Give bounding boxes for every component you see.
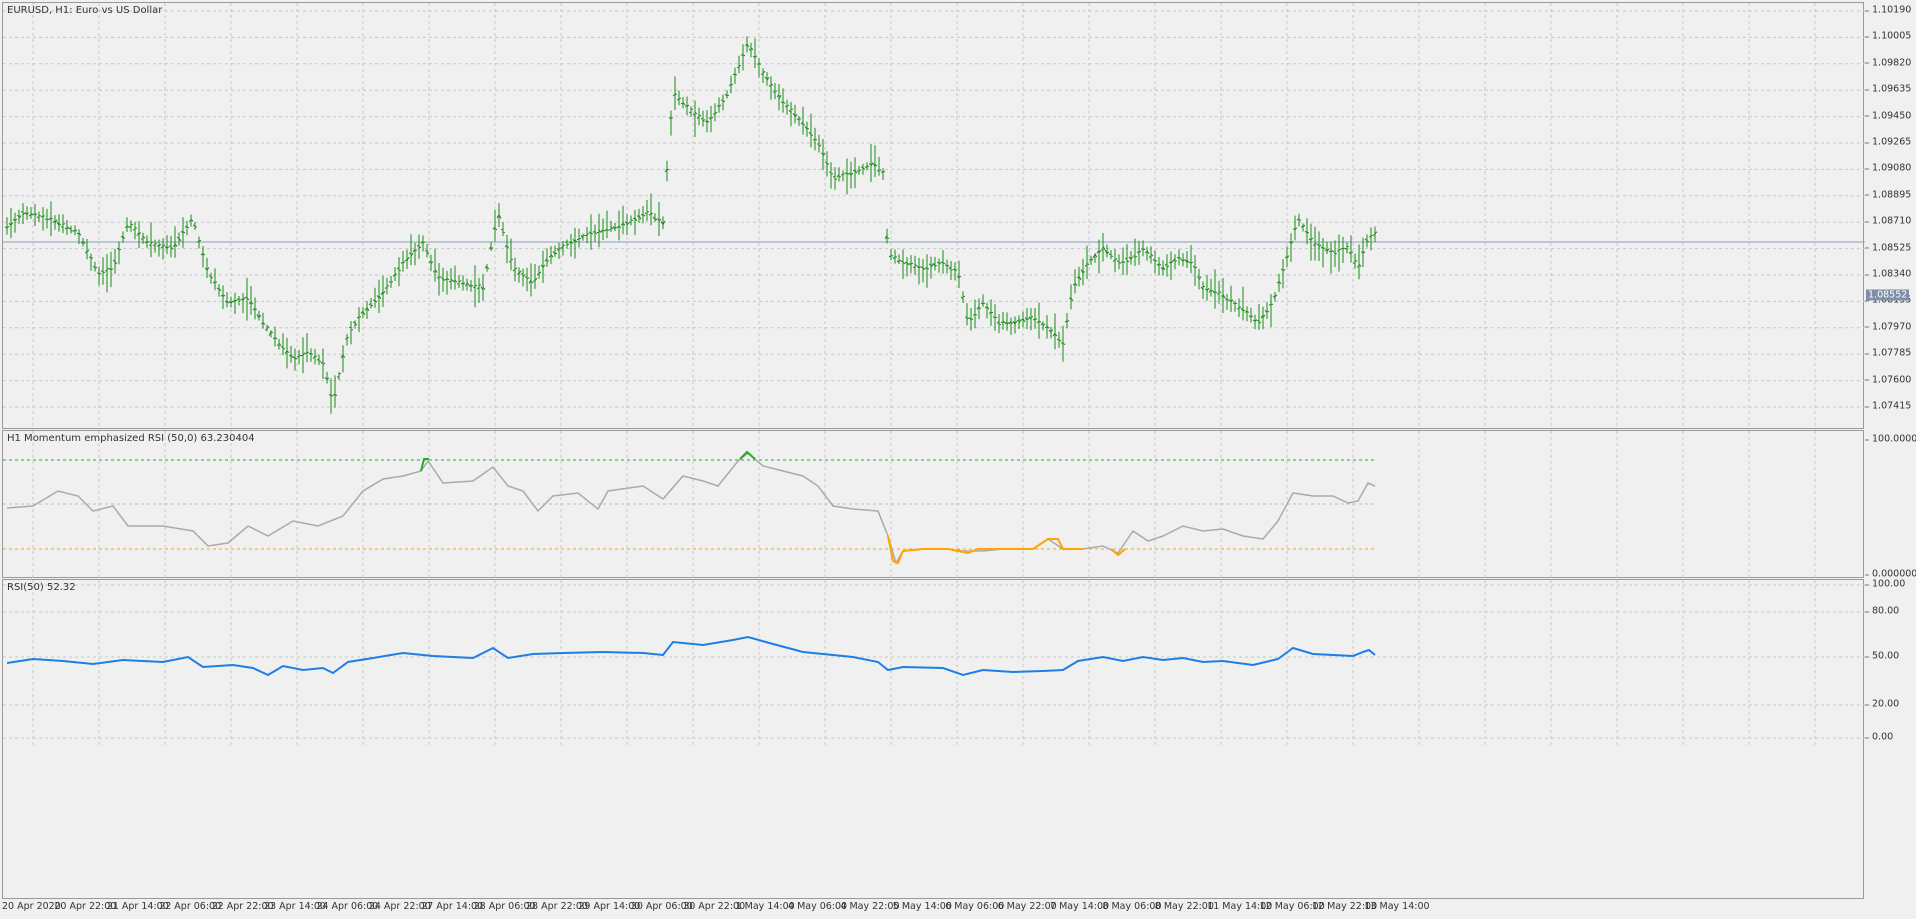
rsi-tick: 50.00 [1864, 650, 1900, 662]
time-tick: 30 Apr 22:00 [683, 901, 746, 912]
price-tick: 1.08710 [1864, 215, 1912, 227]
price-tick: 1.09450 [1864, 110, 1912, 122]
momentum-rsi-svg [3, 431, 1816, 579]
price-tick: 1.09265 [1864, 136, 1912, 148]
momentum-rsi-line [6, 452, 1376, 565]
price-chart-svg [3, 3, 1865, 430]
time-tick: 11 May 14:00 [1207, 901, 1273, 912]
time-tick: 6 May 22:00 [997, 901, 1057, 912]
time-tick: 22 Apr 22:00 [211, 901, 274, 912]
rsi-tick: 20.00 [1864, 698, 1900, 710]
ohlc-bars [4, 36, 1378, 414]
rsi-pane[interactable]: RSI(50) 52.32 [2, 579, 1865, 899]
rsi-title: RSI(50) 52.32 [7, 582, 76, 593]
time-tick: 5 May 14:00 [892, 901, 952, 912]
time-tick: 21 Apr 14:00 [106, 901, 169, 912]
time-tick: 22 Apr 06:00 [159, 901, 222, 912]
time-tick: 23 Apr 14:00 [264, 901, 326, 912]
rsi-axis: 100.00 80.00 50.00 20.00 0.00 [1864, 579, 1916, 899]
price-tick: 1.08340 [1864, 268, 1912, 280]
price-tick: 1.07600 [1864, 374, 1912, 386]
rsi-tick: 0.00 [1864, 731, 1894, 743]
momentum-rsi-axis: 100.000000 0.000000 [1864, 430, 1916, 580]
time-tick: 1 May 14:00 [735, 901, 795, 912]
time-tick: 28 Apr 06:00 [473, 901, 536, 912]
time-tick: 20 Apr 22:00 [54, 901, 117, 912]
time-tick: 24 Apr 06:00 [316, 901, 379, 912]
time-tick: 12 May 06:00 [1259, 901, 1325, 912]
price-tick: 1.07785 [1864, 347, 1912, 359]
time-tick: 6 May 06:00 [945, 901, 1005, 912]
time-tick: 28 Apr 22:00 [526, 901, 588, 912]
chart-title: EURUSD, H1: Euro vs US Dollar [7, 5, 163, 16]
time-tick: 20 Apr 2020 [2, 901, 61, 912]
time-tick: 30 Apr 06:00 [630, 901, 693, 912]
time-tick: 13 May 14:00 [1364, 901, 1430, 912]
current-price-tag: 1.08552 [1866, 289, 1910, 301]
momentum-rsi-tick-top: 100.000000 [1864, 434, 1916, 445]
price-tick: 1.08525 [1864, 242, 1912, 254]
momentum-rsi-tick-bottom: 0.000000 [1864, 568, 1916, 580]
price-axis: 1.10190 1.10005 1.09820 1.09635 1.09450 1.092… [1864, 2, 1916, 429]
rsi-tick: 100.00 [1864, 578, 1906, 590]
time-tick: 27 Apr 14:00 [421, 901, 484, 912]
rsi-svg [3, 580, 1865, 745]
time-tick: 7 May 14:00 [1050, 901, 1110, 912]
time-tick: 8 May 22:00 [1154, 901, 1214, 912]
time-tick: 24 Apr 22:00 [368, 901, 431, 912]
price-tick: 1.09820 [1864, 57, 1912, 69]
price-tick: 1.08895 [1864, 189, 1912, 201]
time-tick: 12 May 22:00 [1312, 901, 1378, 912]
rsi-line [6, 635, 1376, 677]
time-tick: 4 May 22:00 [840, 901, 900, 912]
price-tick: 1.07970 [1864, 321, 1912, 333]
price-tick: 1.09080 [1864, 162, 1912, 174]
time-tick: 29 Apr 14:00 [578, 901, 641, 912]
time-tick: 8 May 06:00 [1102, 901, 1162, 912]
price-tick: 1.07415 [1864, 400, 1912, 412]
time-tick: 4 May 06:00 [788, 901, 848, 912]
momentum-rsi-title: H1 Momentum emphasized RSI (50,0) 63.230… [7, 433, 255, 444]
price-tick: 1.10005 [1864, 30, 1912, 42]
price-chart-pane[interactable]: EURUSD, H1: Euro vs US Dollar [2, 2, 1865, 430]
price-tick: 1.09635 [1864, 83, 1912, 95]
price-tick: 1.10190 [1864, 4, 1912, 16]
rsi-tick: 80.00 [1864, 605, 1900, 617]
momentum-rsi-pane[interactable]: H1 Momentum emphasized RSI (50,0) 63.230… [2, 430, 1864, 579]
